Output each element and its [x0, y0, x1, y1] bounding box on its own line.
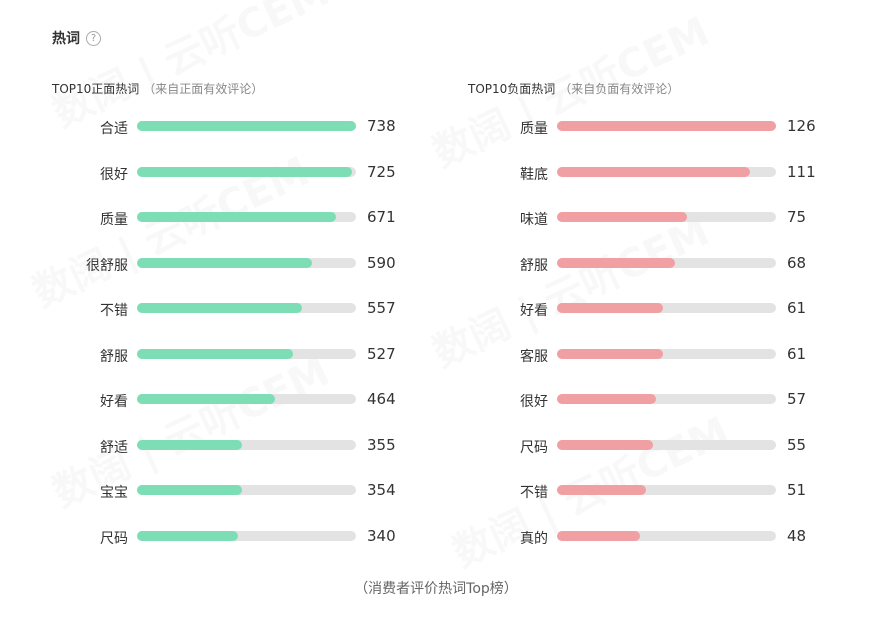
bar-track [137, 394, 356, 404]
data-label: 557 [367, 299, 396, 317]
bar-track [557, 485, 776, 495]
chart-subtitle: （来自正面有效评论） [143, 82, 264, 96]
category-label: 宝宝 [100, 485, 128, 501]
bar [557, 166, 750, 177]
bar [557, 485, 646, 495]
bar-track [137, 212, 356, 222]
bar-track [557, 257, 776, 268]
bar-track [137, 166, 356, 177]
category-label: 尺码 [100, 530, 128, 547]
bar [137, 394, 275, 404]
data-label: 355 [367, 435, 396, 454]
data-label: 75 [787, 208, 807, 226]
bar [137, 530, 238, 541]
bar-track [137, 121, 356, 131]
section-header: 热词 ? [52, 28, 101, 48]
bar-track [557, 439, 776, 450]
bar-track [557, 303, 776, 313]
category-label: 质量 [520, 121, 548, 137]
chart-title: TOP10正面热词 （来自正面有效评论） [52, 80, 263, 97]
bar-track [137, 303, 356, 313]
bar [557, 212, 688, 222]
data-label: 126 [787, 117, 816, 135]
bar [137, 485, 243, 495]
data-label: 61 [787, 344, 807, 363]
bar [137, 257, 313, 268]
bar-track [137, 348, 356, 359]
chart-title-text: TOP10负面热词 [468, 82, 556, 96]
category-label: 很好 [520, 394, 548, 410]
category-label: 舒适 [100, 439, 128, 456]
data-label: 48 [787, 526, 807, 545]
bar-track [557, 166, 776, 177]
chart-subtitle: （来自负面有效评论） [559, 82, 680, 96]
category-label: 好看 [100, 394, 128, 410]
category-label: 不错 [520, 485, 548, 501]
category-label: 很好 [100, 166, 128, 183]
data-label: 68 [787, 253, 807, 272]
bar [137, 166, 353, 177]
bar [137, 303, 303, 313]
data-label: 354 [367, 481, 396, 499]
bar [557, 257, 676, 268]
data-label: 464 [367, 390, 396, 408]
figure-caption: （消费者评价热词Top榜） [354, 581, 518, 597]
category-label: 舒服 [520, 257, 548, 274]
bar [557, 530, 641, 541]
bar-track [557, 212, 776, 222]
bar-track [557, 348, 776, 359]
bar-track [137, 485, 356, 495]
category-label: 合适 [100, 121, 128, 137]
category-label: 舒服 [100, 348, 128, 365]
category-label: 味道 [520, 212, 548, 228]
bar-track [137, 439, 356, 450]
data-label: 671 [367, 208, 396, 226]
bar [137, 439, 243, 450]
data-label: 57 [787, 390, 807, 408]
category-label: 好看 [520, 303, 548, 319]
positive-keywords-chart: TOP10正面热词 （来自正面有效评论） 合适 738 很好 725 质量 671 很舒服 59… [0, 0, 396, 580]
bar [137, 121, 356, 131]
bar [557, 394, 657, 404]
category-label: 很舒服 [86, 257, 128, 274]
bar [137, 212, 337, 222]
category-label: 尺码 [520, 439, 548, 456]
data-label: 111 [787, 162, 816, 181]
data-label: 725 [367, 162, 396, 181]
bar-track [137, 530, 356, 541]
category-label: 鞋底 [520, 166, 548, 183]
bar-track [557, 394, 776, 404]
negative-keywords-chart: TOP10负面热词 （来自负面有效评论） 质量 126 鞋底 111 味道 75 舒服 68 好看… [420, 0, 816, 580]
bar [557, 303, 664, 313]
category-label: 真的 [520, 530, 548, 547]
data-label: 61 [787, 299, 807, 317]
data-label: 55 [787, 435, 807, 454]
bar [137, 348, 294, 359]
chart-title-text: TOP10正面热词 [52, 82, 140, 96]
bar [557, 439, 653, 450]
category-label: 不错 [100, 303, 128, 319]
data-label: 590 [367, 253, 396, 272]
data-label: 527 [367, 344, 396, 363]
category-label: 客服 [520, 348, 548, 365]
section-title: 热词 [52, 31, 80, 47]
data-label: 340 [367, 526, 396, 545]
bar-track [137, 257, 356, 268]
bar-track [557, 121, 776, 131]
question-circle-icon[interactable]: ? [86, 30, 101, 46]
chart-title: TOP10负面热词 （来自负面有效评论） [468, 80, 679, 97]
data-label: 738 [367, 117, 396, 135]
category-label: 质量 [100, 212, 128, 228]
data-label: 51 [787, 481, 807, 499]
bar [557, 348, 664, 359]
bar [557, 121, 776, 131]
bar-track [557, 530, 776, 541]
